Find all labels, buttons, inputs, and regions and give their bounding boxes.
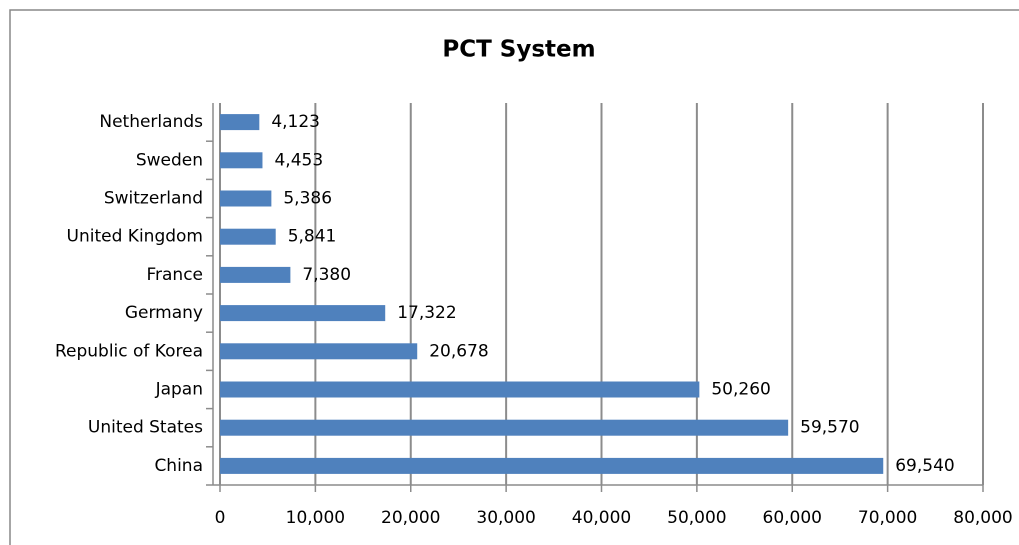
x-tick-label: 0	[215, 508, 226, 528]
data-label: 20,678	[429, 341, 488, 361]
bar	[220, 190, 272, 207]
bar	[220, 419, 789, 436]
bar	[220, 266, 291, 283]
bar	[220, 381, 700, 398]
bar	[220, 152, 263, 169]
bar	[220, 457, 884, 474]
data-label: 5,841	[288, 227, 337, 247]
bar	[220, 228, 276, 245]
x-tick-label: 70,000	[858, 508, 917, 528]
chart-frame	[9, 9, 1019, 545]
data-label: 5,386	[283, 189, 332, 209]
data-label: 7,380	[302, 265, 351, 285]
data-label: 50,260	[711, 380, 770, 400]
y-tick-label: Sweden	[136, 150, 203, 170]
data-label: 17,322	[397, 303, 456, 323]
y-tick-label: Switzerland	[104, 189, 203, 209]
bar	[220, 343, 418, 360]
x-tick-label: 30,000	[476, 508, 535, 528]
y-tick-label: Republic of Korea	[55, 341, 203, 361]
bar	[220, 305, 386, 322]
y-tick-label: Germany	[125, 303, 203, 323]
data-label: 4,123	[271, 112, 320, 132]
y-tick-label: Netherlands	[99, 112, 203, 132]
data-label: 59,570	[800, 418, 859, 438]
x-tick-label: 80,000	[953, 508, 1012, 528]
chart-title: PCT System	[442, 37, 595, 63]
bar	[220, 114, 260, 131]
x-tick-label: 50,000	[667, 508, 726, 528]
y-tick-label: China	[154, 456, 203, 476]
y-tick-label: United States	[88, 418, 203, 438]
x-tick-label: 60,000	[763, 508, 822, 528]
y-tick-label: United Kingdom	[67, 227, 203, 247]
x-tick-label: 10,000	[286, 508, 345, 528]
y-tick-label: Japan	[155, 380, 203, 400]
data-label: 4,453	[274, 150, 323, 170]
y-tick-label: France	[146, 265, 203, 285]
x-tick-label: 40,000	[572, 508, 631, 528]
x-tick-label: 20,000	[381, 508, 440, 528]
data-label: 69,540	[895, 456, 954, 476]
